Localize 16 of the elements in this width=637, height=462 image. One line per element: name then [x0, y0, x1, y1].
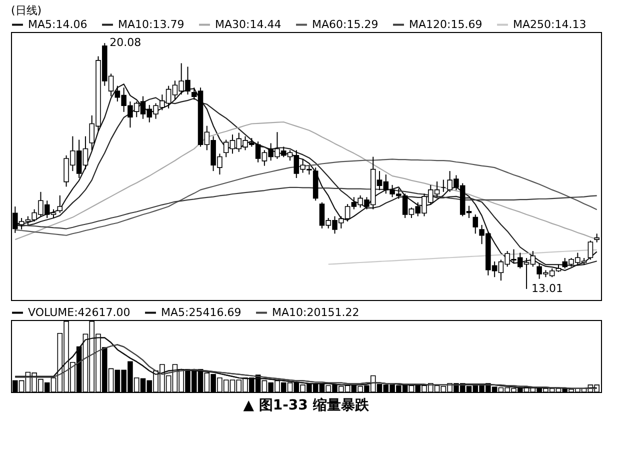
legend-label: VOLUME:42617.00: [28, 306, 130, 319]
annotation: 13.01: [532, 282, 564, 295]
text: ▲ 图1-33 缩量暴跌: [243, 396, 370, 414]
chart-title: (日线): [11, 4, 42, 17]
candlestick: [57, 194, 63, 214]
legend-label: MA5:14.06: [28, 18, 88, 31]
legend-label: MA250:14.13: [513, 18, 586, 31]
legend-label: MA10:13.79: [118, 18, 184, 31]
legend-label: MA60:15.29: [312, 18, 378, 31]
legend-label: MA10:20151.22: [272, 306, 360, 319]
legend-label: MA5:25416.69: [161, 306, 242, 319]
legend-label: MA30:14.44: [215, 18, 282, 31]
candlestick: [588, 240, 594, 260]
candlestick: [472, 214, 478, 234]
annotation: 20.08: [110, 36, 142, 50]
legend-label: MA120:15.69: [409, 18, 482, 31]
